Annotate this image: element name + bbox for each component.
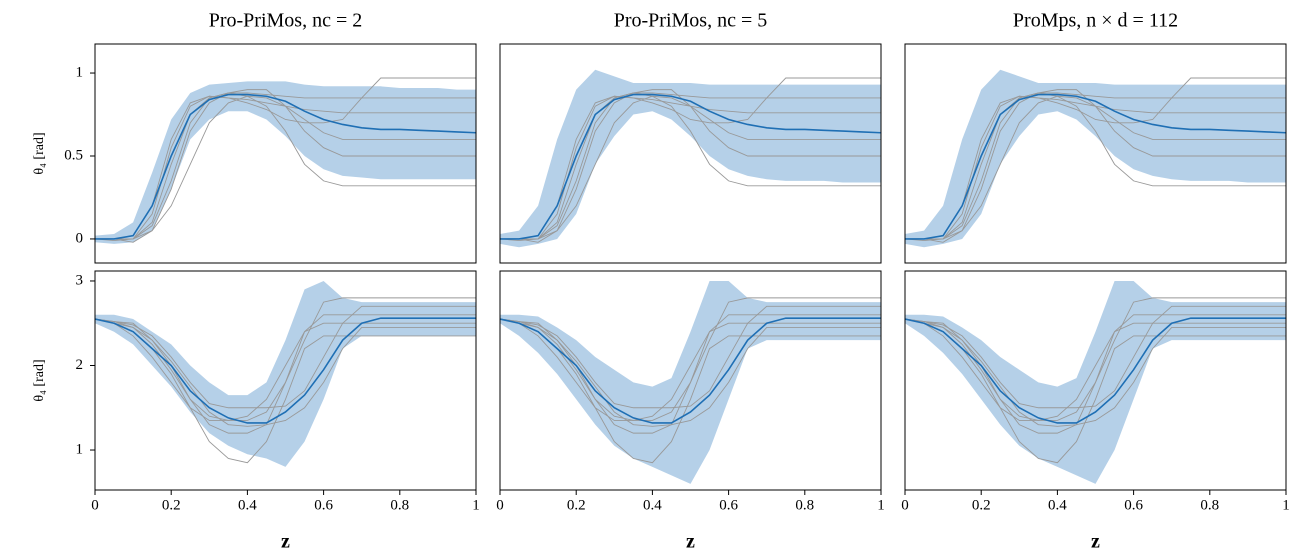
demo-line [95, 318, 476, 421]
x-tick-label: 0.4 [238, 497, 257, 513]
plot-frame [499, 270, 882, 491]
x-axis-label: z [686, 531, 695, 553]
demo-line [500, 318, 881, 421]
demo-line [500, 297, 881, 421]
demo-line [500, 92, 881, 242]
demo-line [95, 318, 476, 427]
x-axis-label: z [281, 531, 290, 553]
x-tick-label: 0.4 [1048, 497, 1067, 513]
x-tick-label: 0.2 [567, 497, 586, 513]
y-axis-label: θ₄ [rad] [32, 359, 47, 401]
x-tick-label: 0.4 [643, 497, 662, 513]
y-tick-label: 1 [76, 64, 84, 80]
x-tick-label: 0 [496, 497, 504, 513]
plot-frame [904, 270, 1287, 491]
confidence-band [95, 81, 476, 244]
x-tick-label: 1 [1282, 497, 1290, 513]
demo-line [500, 95, 881, 240]
y-tick-label: 0 [76, 230, 84, 246]
demo-line [905, 318, 1286, 464]
confidence-band [95, 280, 476, 467]
demo-line [500, 318, 881, 427]
y-axis-label: θ₄ [rad] [32, 132, 47, 174]
plot-frame [94, 270, 477, 491]
demo-line [905, 297, 1286, 421]
y-tick-label: 3 [76, 272, 84, 288]
subplot-title: Pro-PriMos, nc = 2 [209, 10, 363, 32]
x-tick-label: 0 [91, 497, 99, 513]
y-tick-label: 0.5 [64, 147, 83, 163]
x-tick-label: 0.8 [1200, 497, 1219, 513]
plot-frame [499, 43, 882, 264]
demo-line [95, 318, 476, 464]
x-tick-label: 1 [472, 497, 480, 513]
x-tick-label: 0.6 [314, 497, 333, 513]
mean-line [95, 93, 476, 240]
x-tick-label: 0.2 [162, 497, 181, 513]
demo-line [95, 297, 476, 421]
subplot-title: ProMps, n × d = 112 [1013, 10, 1178, 32]
demo-line [905, 318, 1286, 427]
mean-line [500, 317, 881, 424]
demo-line [905, 92, 1286, 240]
x-tick-label: 0 [901, 497, 909, 513]
x-axis-label: z [1091, 531, 1100, 553]
subplot-title: Pro-PriMos, nc = 5 [614, 10, 768, 32]
demo-line [500, 92, 881, 240]
plot-frame [94, 43, 477, 264]
demo-line [500, 77, 881, 240]
mean-line [905, 317, 1286, 424]
demo-line [95, 77, 476, 240]
x-tick-label: 0.2 [972, 497, 991, 513]
mean-line [905, 93, 1286, 240]
demo-line [95, 305, 476, 409]
x-tick-label: 1 [877, 497, 885, 513]
demo-line [905, 305, 1286, 409]
demo-line [905, 95, 1286, 240]
x-tick-label: 0.8 [390, 497, 409, 513]
demo-line [500, 318, 881, 464]
demo-line [500, 305, 881, 409]
demo-line [95, 92, 476, 240]
demo-line [95, 95, 476, 240]
demo-line [905, 77, 1286, 240]
demo-line [905, 318, 1286, 421]
y-tick-label: 2 [76, 357, 84, 373]
mean-line [500, 93, 881, 240]
plot-frame [904, 43, 1287, 264]
demo-line [95, 92, 476, 242]
x-tick-label: 0.6 [1124, 497, 1143, 513]
x-tick-label: 0.8 [795, 497, 814, 513]
x-tick-label: 0.6 [719, 497, 738, 513]
mean-line [95, 317, 476, 424]
demo-line [905, 92, 1286, 242]
y-tick-label: 1 [76, 441, 84, 457]
